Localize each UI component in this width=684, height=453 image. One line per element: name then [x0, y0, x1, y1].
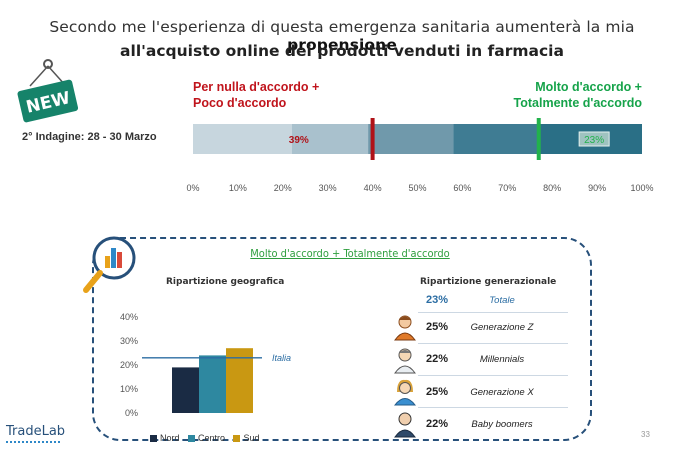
agree-data-label: 23% [584, 135, 604, 146]
x-tick-label: 80% [543, 183, 562, 193]
x-tick-label: 70% [498, 183, 517, 193]
page-title-line2: all'acquisto online dei prodotti venduti… [120, 42, 564, 60]
x-tick-label: 30% [318, 183, 337, 193]
inset-title: Molto d'accordo + Totalmente d'accordo [250, 247, 450, 260]
divider [418, 407, 568, 408]
x-tick-label: 0% [186, 183, 200, 193]
x-tick-label: 40% [363, 183, 382, 193]
x-tick-label: 10% [228, 183, 247, 193]
magnifier-chart-icon [83, 236, 136, 293]
italia-reference-label: Italia [272, 353, 291, 363]
x-tick-label: 20% [273, 183, 292, 193]
legend-item-nord: Nord [150, 433, 180, 443]
x-tick-label: 100% [630, 183, 654, 193]
stacked-bar-chart: 39% 23% [193, 118, 642, 160]
divider [418, 375, 568, 376]
disagree-marker [370, 118, 375, 160]
gen-z-value: 25% [426, 321, 449, 333]
geo-bar-centro [199, 355, 226, 413]
disagree-data-label: 39% [289, 135, 309, 146]
gen-z-person-icon [394, 315, 416, 341]
x-tick-label: 90% [588, 183, 607, 193]
survey-category-label: 2° Indagine: 28 - 30 Marzo [22, 131, 157, 143]
inset-panel [92, 237, 592, 441]
geo-bar-sud [226, 348, 253, 413]
tradelab-logo: TradeLab [6, 424, 66, 439]
x-tick-label: 60% [453, 183, 472, 193]
gen-z-label: Generazione Z [470, 322, 534, 333]
page-title-line1: Secondo me l'esperienza di questa emerge… [49, 18, 635, 54]
millennial-person-icon [394, 348, 416, 374]
divider [418, 343, 568, 344]
logo-underline [6, 441, 60, 443]
gen-x-label: Generazione X [470, 387, 534, 398]
boomers-value: 22% [426, 418, 449, 430]
millennials-label: Millennials [479, 354, 525, 365]
millennials-value: 22% [426, 353, 449, 365]
disagree-label: Per nulla d'accordo + Poco d'accordo [193, 80, 320, 110]
legend-item-centro: Centro [187, 433, 225, 443]
boomers-label: Baby boomers [471, 419, 533, 430]
total-label: Totale [489, 295, 515, 306]
page-number: 33 [641, 430, 650, 439]
legend-item-sud: Sud [233, 433, 259, 443]
y-tick-label: 40% [120, 312, 138, 322]
y-tick-label: 0% [125, 408, 138, 418]
new-badge-icon: NEW [17, 59, 79, 123]
divider [418, 312, 568, 313]
agree-label: Molto d'accordo + Totalmente d'accordo [513, 80, 642, 110]
bar-segment-1 [193, 124, 292, 154]
geo-subtitle: Ripartizione geografica [166, 277, 285, 287]
bar-segment-2 [291, 124, 369, 154]
bar-segment-4 [453, 124, 539, 154]
geo-legend: Nord Centro Sud [150, 428, 259, 446]
agree-marker [536, 118, 541, 160]
generational-subtitle: Ripartizione generazionale [420, 277, 557, 287]
gen-x-value: 25% [426, 386, 449, 398]
total-value: 23% [426, 294, 449, 306]
x-tick-label: 50% [408, 183, 427, 193]
bar-segment-3 [368, 124, 454, 154]
y-tick-label: 30% [120, 336, 138, 346]
geo-bar-nord [172, 367, 199, 413]
y-tick-label: 20% [120, 360, 138, 370]
gen-x-person-icon [393, 379, 417, 406]
boomer-person-icon [394, 412, 416, 438]
agree-data-label-box [578, 131, 610, 147]
y-tick-label: 10% [120, 384, 138, 394]
